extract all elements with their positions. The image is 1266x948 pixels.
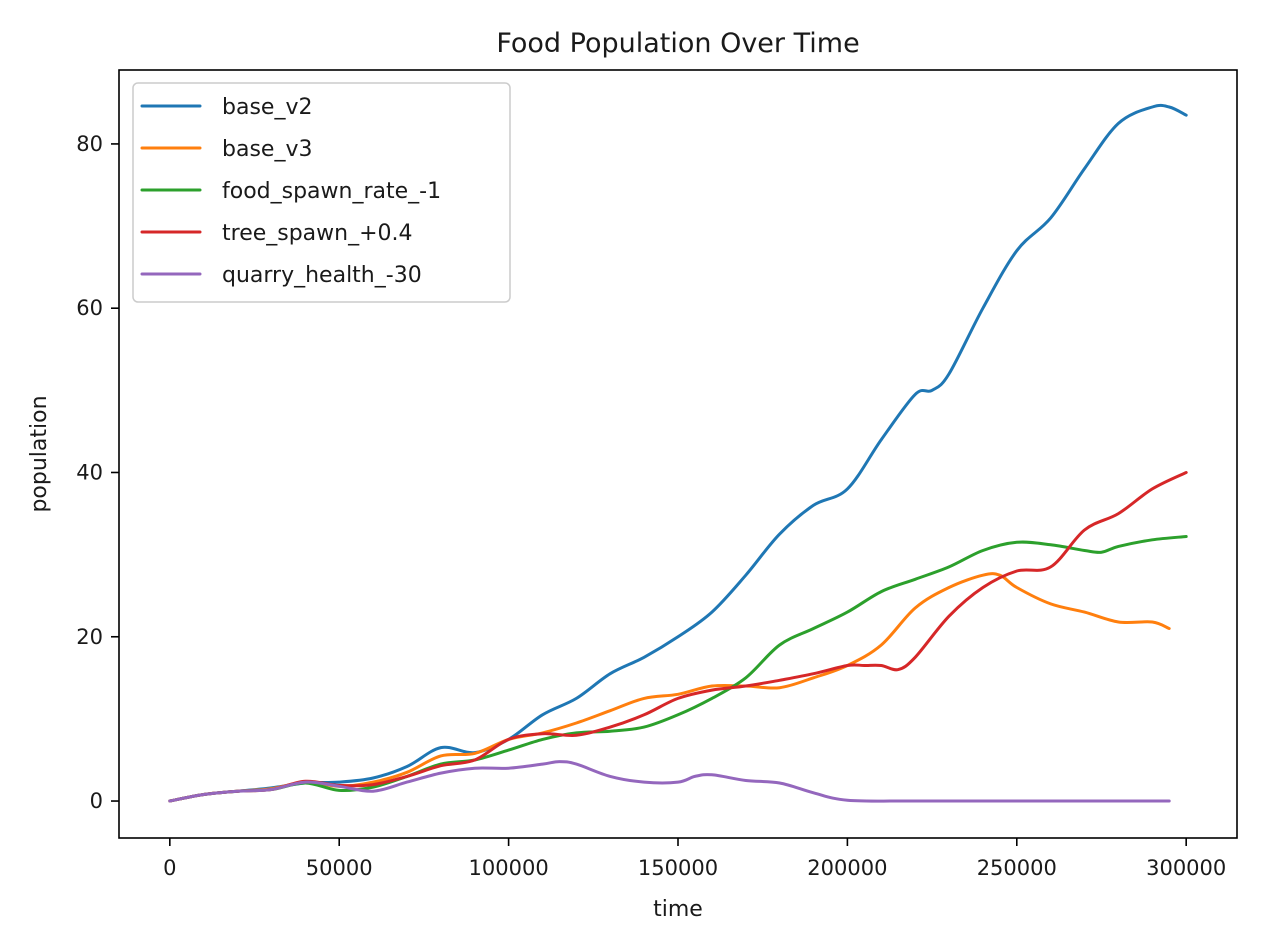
series-lines — [168, 103, 1188, 803]
x-axis-label: time — [653, 897, 703, 922]
x-tick-label-1: 50000 — [306, 856, 373, 880]
x-tick-label-5: 250000 — [977, 856, 1057, 880]
plot-area: 0 50000 100000 150000 200000 250000 300000 0 20 4… — [76, 69, 1238, 880]
series-line-2 — [168, 535, 1188, 803]
legend-label-0: base_v2 — [222, 95, 312, 120]
series-line-0 — [168, 103, 1188, 803]
y-tick-label-1: 20 — [76, 625, 103, 649]
y-tick-label-0: 0 — [90, 789, 103, 813]
legend-label-4: quarry_health_-30 — [222, 263, 422, 288]
legend-label-3: tree_spawn_+0.4 — [222, 221, 413, 246]
series-line-4 — [168, 760, 1171, 803]
legend-box — [132, 82, 511, 303]
y-tick-label-4: 80 — [76, 132, 103, 156]
series-line-3 — [168, 471, 1188, 803]
y-axis-label: population — [27, 395, 52, 512]
legend-label-2: food_spawn_rate_-1 — [222, 179, 441, 204]
legend-label-1: base_v3 — [222, 137, 312, 162]
x-tick-label-4: 200000 — [807, 856, 887, 880]
legend: base_v2 base_v3 food_spawn_rate_-1 tree_spa… — [132, 82, 511, 303]
y-tick-label-3: 60 — [76, 296, 103, 320]
y-tick-label-2: 40 — [76, 460, 103, 484]
x-tick-label-6: 300000 — [1146, 856, 1226, 880]
chart-title: Food Population Over Time — [496, 28, 859, 59]
x-tick-label-0: 0 — [163, 856, 176, 880]
x-tick-label-3: 150000 — [638, 856, 718, 880]
x-tick-label-2: 100000 — [469, 856, 549, 880]
